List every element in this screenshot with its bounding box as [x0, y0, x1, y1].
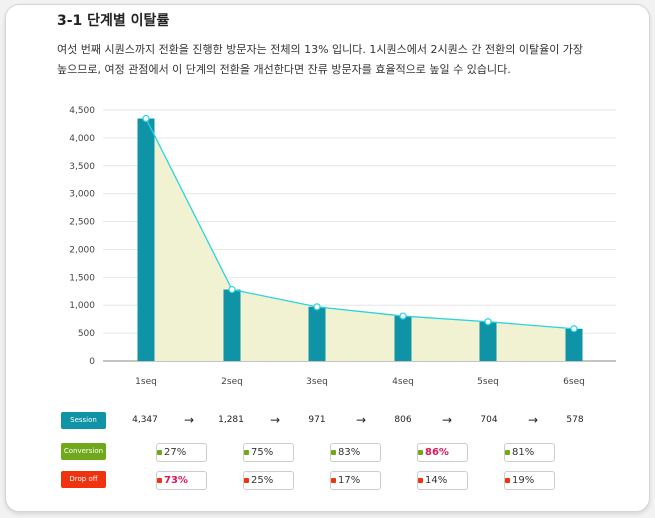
- arrow-icon: →: [269, 413, 281, 427]
- session-value-1: 4,347: [132, 415, 158, 425]
- series-line: [145, 118, 575, 330]
- y-tick-label: 3,500: [69, 162, 95, 172]
- report-card: [5, 4, 650, 512]
- conversion-row: Conversion 27% 75% 83% 86% 81%: [0, 443, 655, 465]
- session-value-5: 704: [480, 415, 498, 425]
- dropoff-value: 25%: [251, 475, 274, 486]
- dropoff-cell-4: 14%: [417, 471, 468, 490]
- conversion-cell-2: 75%: [243, 443, 294, 462]
- dropoff-icon: [244, 478, 249, 483]
- dropoff-value: 17%: [338, 475, 361, 486]
- x-tick-label: 1seq: [135, 377, 157, 387]
- bar-3seq: [308, 306, 326, 361]
- data-point-2seq: [228, 285, 236, 294]
- arrow-icon: →: [355, 413, 367, 427]
- dropoff-cell-3: 17%: [330, 471, 381, 490]
- conversion-icon: [505, 450, 510, 455]
- conversion-cell-1: 27%: [156, 443, 207, 462]
- y-tick-label: 1,000: [69, 301, 95, 311]
- conversion-value: 75%: [251, 447, 274, 458]
- arrow-icon: →: [183, 413, 195, 427]
- y-tick-label: 2,000: [69, 245, 95, 255]
- data-point-6seq: [570, 325, 578, 333]
- arrow-icon: →: [527, 413, 539, 427]
- dropoff-icon: [418, 478, 423, 483]
- y-tick-label: 2,500: [69, 218, 95, 228]
- conversion-value: 83%: [338, 447, 361, 458]
- x-tick-label: 4seq: [392, 377, 414, 387]
- dropoff-value: 14%: [425, 475, 448, 486]
- bar-4seq: [394, 316, 412, 361]
- session-value-4: 806: [394, 415, 412, 425]
- dropoff-cell-2: 25%: [243, 471, 294, 490]
- conversion-icon: [418, 450, 423, 455]
- session-value-3: 971: [308, 415, 326, 425]
- y-tick-label: 3,000: [69, 190, 95, 200]
- dropoff-tag: Drop off: [61, 471, 106, 488]
- x-tick-label: 6seq: [563, 377, 585, 387]
- section-description: 여섯 번째 시퀀스까지 전환을 진행한 방문자는 전체의 13% 입니다. 1시…: [57, 40, 627, 80]
- dropoff-value-highlight: 73%: [164, 475, 188, 486]
- dropoff-cell-1: 73%: [156, 471, 207, 490]
- bar-6seq: [565, 328, 583, 361]
- description-line-1: 여섯 번째 시퀀스까지 전환을 진행한 방문자는 전체의 13% 입니다. 1시…: [57, 43, 584, 56]
- bar-1seq: [137, 118, 155, 361]
- arrow-icon: →: [441, 413, 453, 427]
- dropoff-value: 19%: [512, 475, 535, 486]
- session-value-2: 1,281: [218, 415, 244, 425]
- conversion-cell-3: 83%: [330, 443, 381, 462]
- conversion-tag: Conversion: [61, 443, 106, 460]
- conversion-cell-4: 86%: [417, 443, 468, 462]
- data-point-4seq: [399, 312, 407, 320]
- data-point-3seq: [313, 303, 321, 311]
- dropoff-row: Drop off 73% 25% 17% 14% 19%: [0, 471, 655, 493]
- section-title: 3-1 단계별 이탈률: [57, 13, 170, 29]
- session-tag: Session: [61, 412, 106, 429]
- dropoff-cell-5: 19%: [504, 471, 555, 490]
- area-fill: [146, 118, 574, 361]
- conversion-value-highlight: 86%: [425, 447, 449, 458]
- y-tick-label: 0: [89, 357, 95, 367]
- dropoff-icon: [505, 478, 510, 483]
- dropoff-icon: [157, 478, 162, 483]
- dropoff-icon: [331, 478, 336, 483]
- conversion-icon: [157, 450, 162, 455]
- description-line-2: 높으므로, 여정 관점에서 이 단계의 전환을 개선한다면 잔류 방문자를 효율…: [57, 63, 511, 76]
- y-tick-label: 1,500: [69, 273, 95, 283]
- data-point-1seq: [142, 114, 150, 123]
- bar-5seq: [479, 321, 497, 361]
- funnel-chart: 0 500 1,000 1,500 2,000 2,500 3,000 3,500 4,000 4…: [69, 106, 616, 387]
- bar-2seq: [223, 289, 241, 361]
- conversion-icon: [331, 450, 336, 455]
- x-tick-label: 5seq: [477, 377, 499, 387]
- conversion-cell-5: 81%: [504, 443, 555, 462]
- session-value-6: 578: [566, 415, 584, 425]
- x-tick-label: 2seq: [221, 377, 243, 387]
- conversion-icon: [244, 450, 249, 455]
- y-tick-label: 500: [78, 329, 95, 339]
- conversion-value: 81%: [512, 447, 535, 458]
- session-row: Session 4,347 → 1,281 → 971 → 806 → 704 …: [0, 412, 655, 434]
- conversion-value: 27%: [164, 447, 187, 458]
- y-tick-label: 4,500: [69, 106, 95, 116]
- x-tick-label: 3seq: [306, 377, 328, 387]
- data-point-5seq: [484, 318, 492, 326]
- y-tick-label: 4,000: [69, 134, 95, 144]
